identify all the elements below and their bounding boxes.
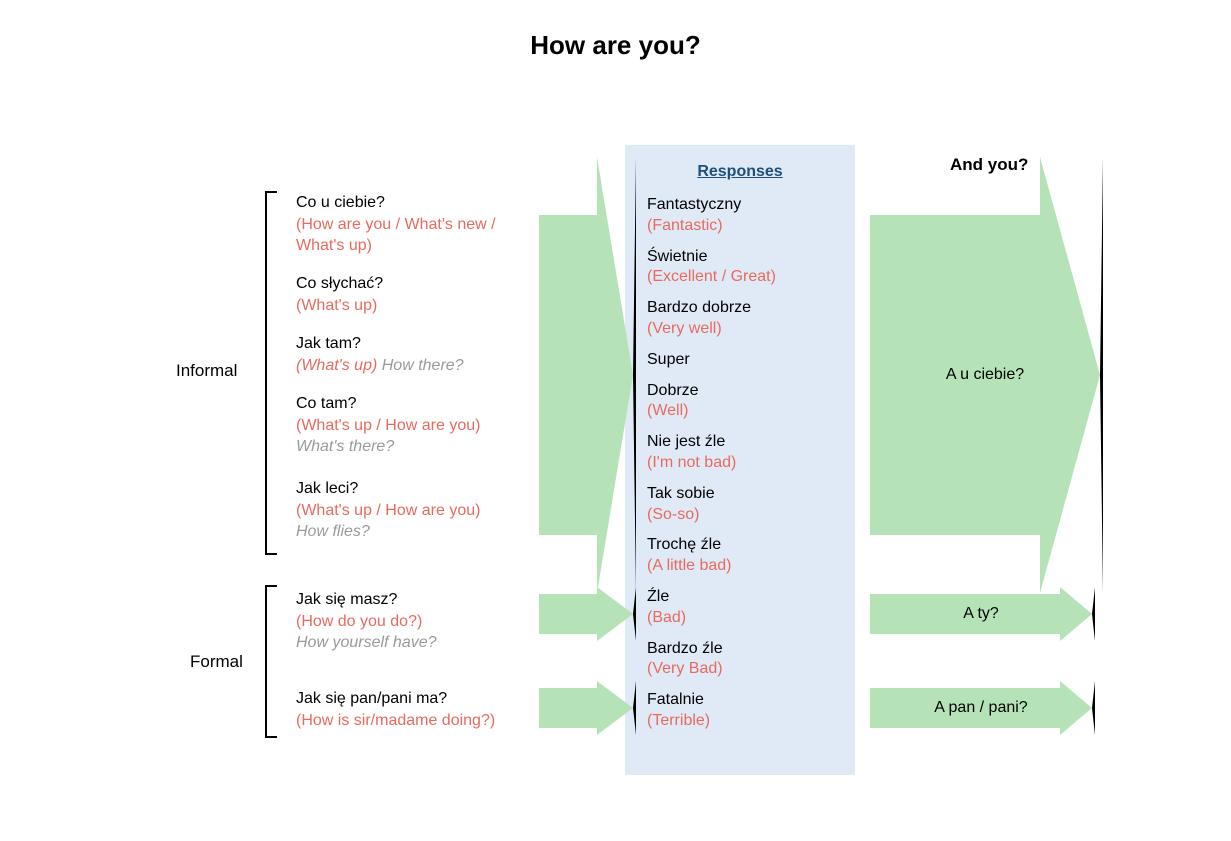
response-translation: (Bad): [647, 608, 833, 629]
and-you-heading: And you?: [950, 155, 1028, 175]
response-item: Źle(Bad): [647, 587, 833, 629]
phrase-translation: (How is sir/madame doing?): [296, 710, 495, 732]
formal-bracket: [265, 585, 277, 738]
informal-phrase: Jak leci?(What's up / How are you)How fl…: [296, 478, 480, 543]
phrase-polish: Jak tam?: [296, 333, 464, 355]
phrase-translation: (What's up): [296, 295, 383, 317]
response-polish: Fatalnie: [647, 690, 833, 711]
phrase-literal: How there?: [377, 357, 463, 374]
phrase-literal: How flies?: [296, 521, 480, 543]
phrase-literal: What's there?: [296, 436, 480, 458]
response-polish: Bardzo źle: [647, 639, 833, 660]
informal-phrase: Co słychać?(What's up): [296, 273, 383, 316]
response-item: Bardzo dobrze(Very well): [647, 298, 833, 340]
responses-box: Responses Fantastyczny(Fantastic) Świetni…: [625, 145, 855, 775]
informal-phrase: Co tam?(What's up / How are you)What's t…: [296, 393, 480, 458]
response-polish: Źle: [647, 587, 833, 608]
response-polish: Świetnie: [647, 247, 833, 268]
phrase-translation: (How are you / What's new / What's up): [296, 214, 536, 257]
arrow-label: A u ciebie?: [870, 366, 1100, 384]
arrow-head-icon: [597, 681, 636, 735]
phrase-polish: Co słychać?: [296, 273, 383, 295]
phrase-translation: (What's up): [296, 357, 377, 374]
response-item: Fatalnie(Terrible): [647, 690, 833, 732]
response-translation: (I'm not bad): [647, 453, 833, 474]
phrase-translation: (How do you do?): [296, 611, 437, 633]
response-item: Tak sobie(So-so): [647, 484, 833, 526]
responses-title: Responses: [647, 163, 833, 181]
arrow-shaft: [539, 215, 597, 535]
arrow-left: [539, 594, 633, 634]
response-translation: (A little bad): [647, 556, 833, 577]
response-item: Bardzo źle(Very Bad): [647, 639, 833, 681]
informal-label: Informal: [176, 361, 237, 381]
informal-bracket: [265, 191, 277, 555]
arrow-label: A pan / pani?: [870, 699, 1092, 717]
response-translation: (So-so): [647, 505, 833, 526]
response-item: Nie jest źle(I'm not bad): [647, 432, 833, 474]
informal-phrase: Jak tam?(What's up) How there?: [296, 333, 464, 376]
response-translation: (Very Bad): [647, 659, 833, 680]
response-polish: Nie jest źle: [647, 432, 833, 453]
response-translation: (Well): [647, 401, 833, 422]
arrow-shaft: [539, 594, 597, 634]
phrase-translation: (What's up / How are you): [296, 415, 480, 437]
phrase-literal: How yourself have?: [296, 632, 437, 654]
phrase-polish: Jak się masz?: [296, 589, 437, 611]
phrase-polish: Co tam?: [296, 393, 480, 415]
responses-list: Fantastyczny(Fantastic) Świetnie(Excellen…: [647, 195, 833, 732]
response-item: Dobrze(Well): [647, 381, 833, 423]
phrase-translation-line: (What's up) How there?: [296, 355, 464, 377]
response-translation: (Excellent / Great): [647, 267, 833, 288]
formal-phrase: Jak się masz?(How do you do?)How yoursel…: [296, 589, 437, 654]
formal-phrase: Jak się pan/pani ma?(How is sir/madame d…: [296, 688, 495, 731]
response-polish: Tak sobie: [647, 484, 833, 505]
arrow-right: A u ciebie?: [870, 215, 1100, 535]
arrow-shaft: [539, 688, 597, 728]
response-polish: Super: [647, 350, 833, 371]
arrow-head-icon: [597, 587, 636, 641]
phrase-polish: Jak się pan/pani ma?: [296, 688, 495, 710]
phrase-polish: Jak leci?: [296, 478, 480, 500]
response-polish: Trochę źle: [647, 535, 833, 556]
phrase-translation: (What's up / How are you): [296, 500, 480, 522]
arrow-left: [539, 688, 633, 728]
response-polish: Dobrze: [647, 381, 833, 402]
response-item: Super: [647, 350, 833, 371]
informal-phrase: Co u ciebie?(How are you / What's new / …: [296, 192, 536, 257]
response-item: Świetnie(Excellent / Great): [647, 247, 833, 289]
response-item: Trochę źle(A little bad): [647, 535, 833, 577]
arrow-label: A ty?: [870, 605, 1092, 623]
arrow-left: [539, 215, 633, 535]
page-title: How are you?: [0, 30, 1231, 61]
response-translation: (Very well): [647, 319, 833, 340]
response-translation: (Terrible): [647, 711, 833, 732]
arrow-head-icon: [597, 157, 636, 593]
arrow-right: A pan / pani?: [870, 688, 1092, 728]
response-polish: Fantastyczny: [647, 195, 833, 216]
response-item: Fantastyczny(Fantastic): [647, 195, 833, 237]
phrase-polish: Co u ciebie?: [296, 192, 536, 214]
response-polish: Bardzo dobrze: [647, 298, 833, 319]
formal-label: Formal: [190, 652, 243, 672]
response-translation: (Fantastic): [647, 216, 833, 237]
arrow-right: A ty?: [870, 594, 1092, 634]
